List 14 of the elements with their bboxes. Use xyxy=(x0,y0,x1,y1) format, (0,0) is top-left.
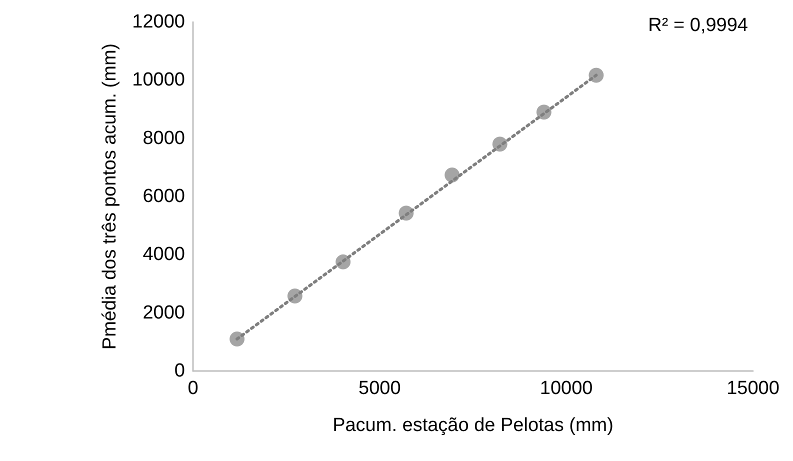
y-tick-label: 12000 xyxy=(132,12,185,32)
x-axis-title: Pacum. estação de Pelotas (mm) xyxy=(332,415,614,436)
x-tick-label: 15000 xyxy=(726,378,780,399)
y-tick-label: 4000 xyxy=(142,244,185,266)
y-tick-label: 8000 xyxy=(142,128,185,149)
y-axis-title: Pmédia dos três pontos acum. (mm) xyxy=(100,43,120,350)
x-tick-label: 10000 xyxy=(540,378,593,399)
y-tick-label: 10000 xyxy=(132,70,185,91)
y-tick-label: 6000 xyxy=(142,186,185,207)
y-tick-label: 2000 xyxy=(142,302,185,324)
x-tick-label: 0 xyxy=(188,378,198,399)
annotation: R² = 0,9994 xyxy=(648,15,748,36)
x-tick-label: 5000 xyxy=(358,378,401,399)
y-tick-label: 0 xyxy=(174,360,185,382)
